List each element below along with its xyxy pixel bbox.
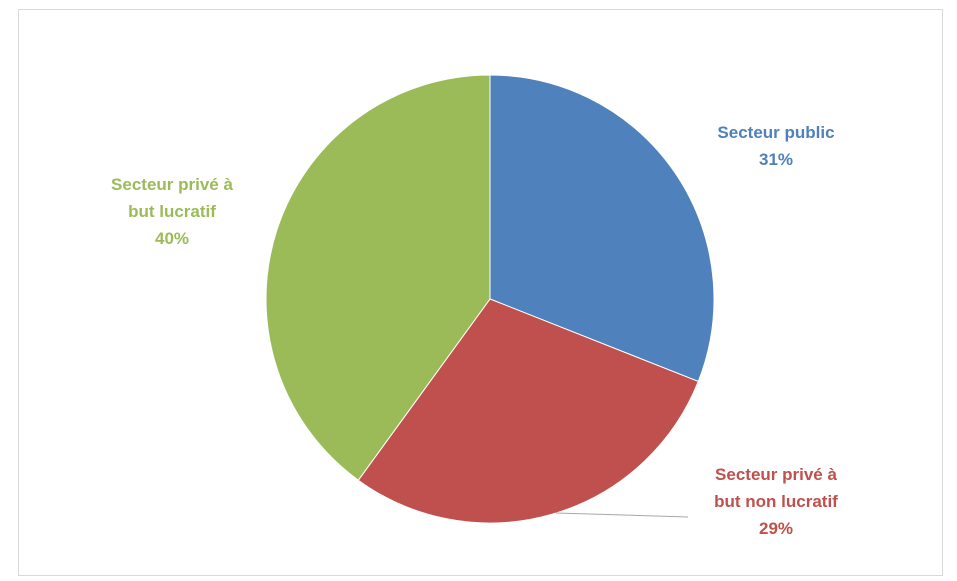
pie-slice [265,74,491,481]
slice-data-label: Secteur privé à but lucratif 40% [111,175,233,248]
label-leader-line [555,512,689,518]
slice-data-label: Secteur public 31% [717,123,834,169]
pie-slice [489,74,715,383]
slice-data-label: Secteur privé à but non lucratif 29% [714,465,838,538]
pie-slice [357,298,699,524]
